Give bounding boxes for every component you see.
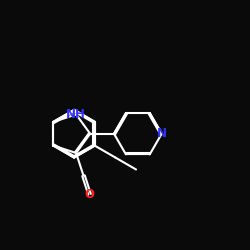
Text: NH: NH: [66, 108, 86, 121]
Text: N: N: [157, 127, 167, 140]
Text: O: O: [84, 188, 94, 201]
